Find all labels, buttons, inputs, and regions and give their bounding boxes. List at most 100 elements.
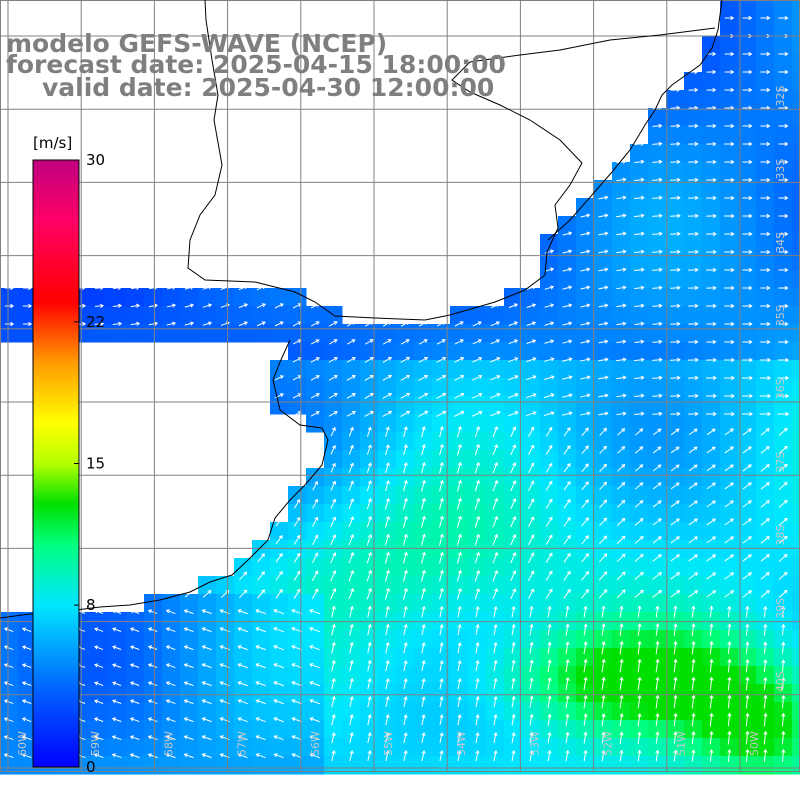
wind-arrow — [652, 177, 663, 182]
wind-arrow — [165, 609, 176, 615]
wind-arrow — [688, 213, 699, 219]
wind-speed-cell — [576, 486, 595, 505]
wind-arrow — [310, 321, 320, 327]
wind-arrow — [529, 695, 534, 708]
wind-arrow — [454, 410, 465, 417]
wind-arrow — [688, 267, 699, 273]
wind-speed-cell — [684, 666, 703, 685]
wind-speed-cell — [684, 270, 703, 289]
wind-speed-cell — [414, 558, 433, 577]
wind-arrow — [475, 659, 480, 672]
wind-speed-cell — [558, 306, 577, 325]
wind-speed-cell — [126, 756, 145, 775]
wind-speed-cell — [774, 180, 793, 199]
wind-arrow — [688, 446, 698, 454]
wind-speed-cell — [774, 666, 793, 685]
wind-arrow — [778, 267, 789, 273]
wind-speed-cell — [504, 720, 523, 739]
wind-arrow — [507, 393, 519, 399]
wind-speed-cell — [144, 756, 163, 775]
wind-arrow — [760, 141, 771, 147]
wind-arrow — [364, 410, 375, 417]
wind-speed-cell — [126, 324, 145, 343]
wind-arrow — [652, 464, 662, 472]
wind-speed-cell — [378, 576, 397, 595]
wind-speed-cell — [558, 450, 577, 469]
wind-arrow — [421, 551, 426, 564]
wind-speed-cell — [738, 666, 757, 685]
wind-speed-cell — [666, 306, 685, 325]
wind-speed-cell — [396, 324, 415, 343]
wind-speed-cell — [306, 504, 325, 523]
wind-arrow — [742, 231, 753, 237]
wind-arrow — [670, 123, 681, 129]
wind-speed-cell — [324, 720, 343, 739]
wind-speed-cell — [342, 450, 361, 469]
wind-speed-cell — [270, 648, 289, 667]
wind-arrow — [742, 554, 752, 562]
wind-speed-cell — [720, 108, 739, 127]
wind-arrow — [202, 303, 213, 308]
wind-arrow — [760, 554, 770, 562]
wind-speed-cell — [738, 684, 757, 703]
wind-arrow — [311, 588, 319, 600]
wind-speed-cell — [792, 558, 800, 577]
wind-arrow — [706, 321, 717, 327]
wind-arrow — [331, 659, 336, 672]
wind-speed-cell — [666, 558, 685, 577]
wind-arrow — [763, 641, 768, 654]
wind-arrow — [778, 159, 789, 165]
wind-arrow — [367, 605, 372, 618]
wind-arrow — [544, 375, 555, 380]
wind-arrow — [655, 712, 660, 727]
wind-speed-cell — [108, 756, 127, 775]
wind-speed-cell — [396, 360, 415, 379]
wind-speed-cell — [684, 450, 703, 469]
wind-speed-cell — [756, 576, 775, 595]
wind-speed-cell — [738, 0, 757, 19]
wind-speed-cell — [738, 72, 757, 91]
wind-arrow — [727, 641, 732, 655]
wind-arrow — [652, 303, 663, 308]
wind-speed-cell — [774, 756, 793, 775]
wind-speed-cell — [630, 234, 649, 253]
longitude-label: 55W — [382, 731, 395, 756]
wind-speed-cell — [630, 342, 649, 361]
wind-arrow — [727, 658, 732, 673]
wind-speed-cell — [612, 414, 631, 433]
wind-speed-cell — [378, 558, 397, 577]
wind-arrow — [741, 357, 753, 363]
wind-speed-cell — [396, 504, 415, 523]
wind-arrow — [742, 303, 753, 309]
wind-arrow — [616, 231, 627, 236]
wind-arrow — [598, 357, 609, 362]
wind-speed-cell — [630, 360, 649, 379]
wind-arrow — [652, 482, 662, 490]
wind-arrow — [349, 750, 354, 762]
wind-arrow — [385, 696, 390, 708]
wind-arrow — [385, 426, 390, 437]
wind-speed-cell — [594, 432, 613, 451]
wind-speed-cell — [306, 306, 325, 325]
wind-speed-cell — [738, 144, 757, 163]
wind-arrow — [545, 498, 553, 509]
wind-speed-cell — [378, 342, 397, 361]
wind-arrow — [565, 658, 570, 673]
wind-arrow — [652, 141, 663, 146]
wind-arrow — [742, 195, 753, 201]
wind-arrow — [454, 339, 464, 345]
wind-arrow — [778, 231, 789, 237]
wind-speed-cell — [162, 324, 181, 343]
wind-speed-cell — [504, 432, 523, 451]
coastline-argentina — [0, 339, 329, 619]
wind-arrow — [456, 443, 462, 456]
wind-speed-cell — [414, 378, 433, 397]
wind-arrow — [635, 428, 644, 436]
wind-arrow — [493, 605, 498, 618]
wind-speed-cell — [144, 720, 163, 739]
wind-speed-cell — [702, 270, 721, 289]
wind-arrow — [475, 605, 480, 618]
wind-speed-cell — [126, 666, 145, 685]
wind-arrow — [457, 696, 462, 708]
